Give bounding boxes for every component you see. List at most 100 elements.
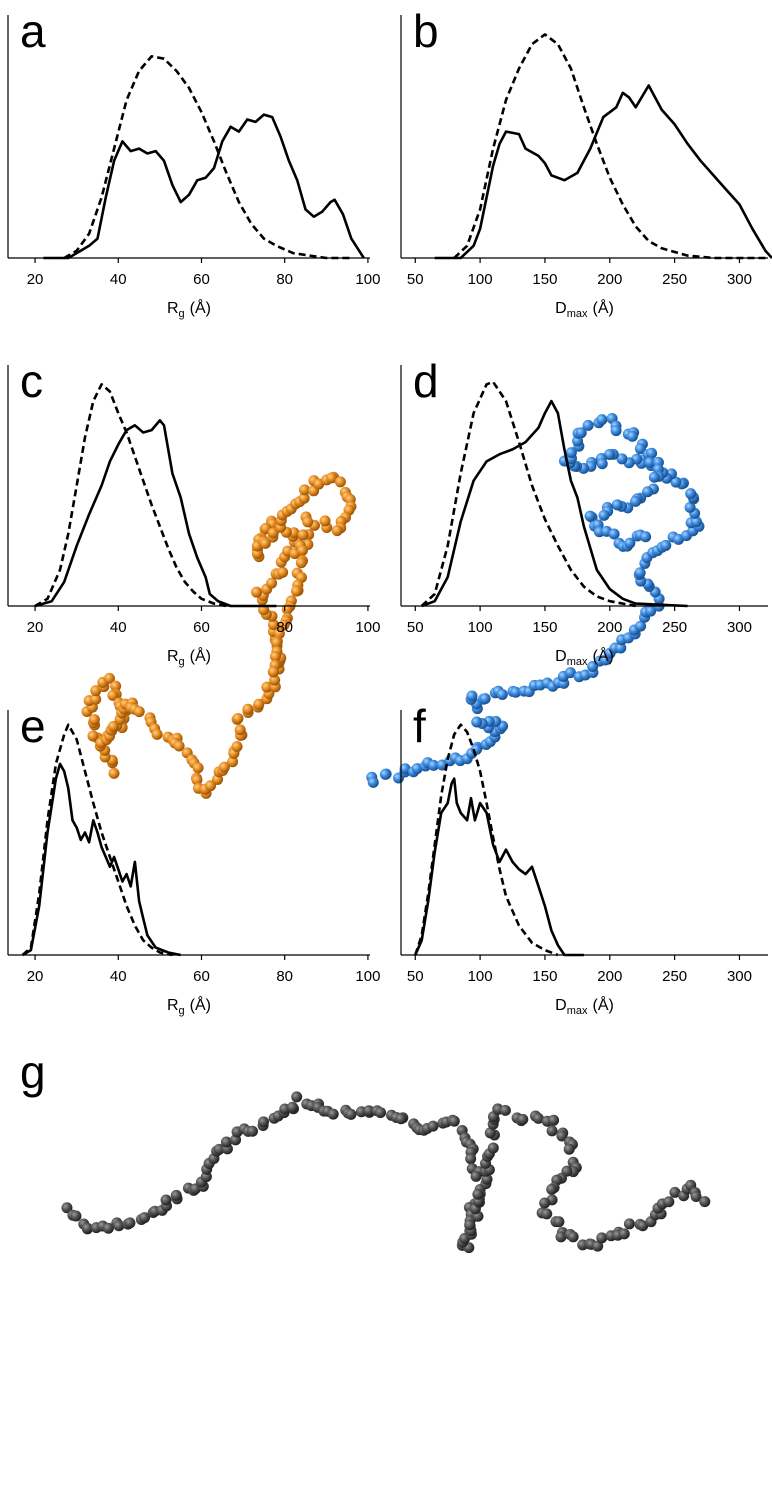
bead <box>291 1091 303 1103</box>
bead <box>465 1153 477 1165</box>
bead <box>699 1196 711 1208</box>
bead <box>192 762 204 774</box>
bead <box>375 1107 387 1119</box>
bead <box>541 1208 553 1220</box>
chart: 20 40 60 80 100 Rg (Å) a <box>7 5 380 320</box>
bead <box>685 488 697 500</box>
x-tick-label: 40 <box>110 619 127 636</box>
bead <box>90 685 102 697</box>
x-label-symbol: R <box>167 300 179 317</box>
x-tick-label: 100 <box>355 271 380 288</box>
x-axis-label: Rg (Å) <box>167 995 211 1017</box>
bead <box>205 780 217 792</box>
bead <box>363 1105 375 1117</box>
bead <box>232 712 244 724</box>
bead <box>684 501 696 513</box>
bead <box>113 1220 125 1232</box>
bead <box>70 1210 82 1222</box>
bead <box>546 1183 558 1195</box>
bead <box>553 1216 565 1228</box>
bead <box>234 724 246 736</box>
bead <box>367 776 379 788</box>
bead <box>635 620 647 632</box>
panel-label: d <box>413 355 439 407</box>
x-label-symbol: D <box>555 997 567 1014</box>
panel-label: c <box>20 355 43 407</box>
x-tick-label: 300 <box>727 619 752 636</box>
bead <box>608 528 620 540</box>
bead <box>88 714 100 726</box>
x-label-subscript: g <box>179 1005 185 1017</box>
bead <box>660 539 672 551</box>
bead <box>623 1218 635 1230</box>
x-label-subscript: max <box>567 308 588 320</box>
bead <box>379 768 391 780</box>
bead <box>213 1143 225 1155</box>
bead <box>615 642 627 654</box>
x-label-subscript: max <box>567 1005 588 1017</box>
bead <box>110 680 122 692</box>
bead <box>271 637 283 649</box>
x-tick-label: 20 <box>27 619 44 636</box>
bead <box>61 1202 73 1214</box>
x-tick-label: 200 <box>597 619 622 636</box>
bead <box>266 577 278 589</box>
x-axis-label: Rg (Å) <box>167 298 211 320</box>
bead <box>428 759 440 771</box>
bead <box>630 495 642 507</box>
x-tick-label: 300 <box>727 968 752 985</box>
chart: 50 100 150 200 250 300 Dmax (Å) f <box>400 700 768 1017</box>
x-label-symbol: R <box>167 997 179 1014</box>
data-line <box>420 380 636 608</box>
x-label-subscript: max <box>567 656 588 668</box>
bead <box>642 486 654 498</box>
bead <box>626 430 638 442</box>
panel-label: b <box>413 5 439 57</box>
x-tick-label: 100 <box>468 968 493 985</box>
bead <box>471 743 483 755</box>
x-tick-label: 150 <box>532 619 557 636</box>
bead <box>139 1212 151 1224</box>
bead <box>133 706 145 718</box>
data-line <box>63 55 352 260</box>
bead <box>448 1115 460 1127</box>
x-label-symbol: R <box>167 648 179 665</box>
bead <box>296 544 308 556</box>
x-label-unit: (Å) <box>593 298 614 317</box>
data-line <box>34 419 277 608</box>
data-line <box>414 723 559 957</box>
bead <box>278 619 290 631</box>
bead <box>269 674 281 686</box>
bead <box>648 471 660 483</box>
data-line <box>21 762 181 957</box>
x-label-unit: (Å) <box>190 995 211 1014</box>
bead <box>399 763 411 775</box>
bead <box>411 763 423 775</box>
bead <box>487 1142 499 1154</box>
bead <box>242 703 254 715</box>
x-tick-label: 80 <box>276 968 293 985</box>
bead <box>669 1186 681 1198</box>
bead <box>103 672 115 684</box>
bead <box>663 1196 675 1208</box>
bead <box>563 1143 575 1155</box>
x-tick-label: 200 <box>597 968 622 985</box>
bead <box>596 414 608 426</box>
x-tick-label: 100 <box>355 968 380 985</box>
panel-label: e <box>20 700 46 752</box>
x-tick-label: 150 <box>532 271 557 288</box>
bead <box>81 1222 93 1234</box>
bead <box>297 529 309 541</box>
x-tick-label: 20 <box>27 968 44 985</box>
bead <box>227 756 239 768</box>
bead <box>616 453 628 465</box>
bead <box>261 681 273 693</box>
bead <box>604 448 616 460</box>
panel-label: f <box>413 700 426 752</box>
bead <box>269 651 281 663</box>
bead <box>510 686 522 698</box>
x-tick-label: 200 <box>597 271 622 288</box>
bead <box>299 484 311 496</box>
bead <box>564 667 576 679</box>
